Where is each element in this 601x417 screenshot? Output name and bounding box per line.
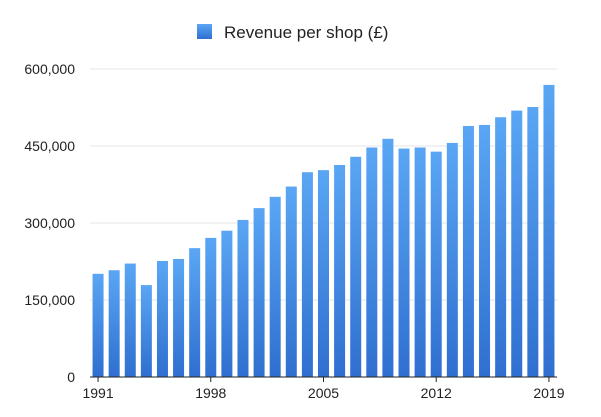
bar-2013 <box>446 142 458 377</box>
bar-2005 <box>318 170 329 377</box>
bar-1994 <box>140 285 152 377</box>
bar-2003 <box>285 186 297 377</box>
bar-2001 <box>253 208 265 377</box>
bar-1993 <box>124 263 136 377</box>
axes <box>90 376 557 382</box>
y-tick-label: 150,000 <box>24 292 75 308</box>
y-tick-label: 300,000 <box>24 215 75 231</box>
x-tick-label: 1998 <box>195 385 226 401</box>
y-axis-tick-labels: 0 150,000 300,000 450,000 600,000 <box>24 61 75 385</box>
bar-1995 <box>156 260 168 377</box>
y-tick-label: 0 <box>67 369 75 385</box>
bar-2006 <box>334 164 346 377</box>
bar-2008 <box>366 147 378 377</box>
bar-2011 <box>414 147 426 377</box>
legend: Revenue per shop (£) <box>197 23 388 42</box>
x-axis-tick-labels: 1991 1998 2005 2012 2019 <box>82 385 564 401</box>
bar-2004 <box>301 172 313 377</box>
legend-label: Revenue per shop (£) <box>224 23 388 42</box>
bar-1998 <box>205 237 217 377</box>
bar-2014 <box>462 125 474 377</box>
bars <box>92 84 555 378</box>
bar-2010 <box>398 148 410 377</box>
bar-2018 <box>527 106 539 378</box>
x-tick-label: 2012 <box>421 385 452 401</box>
bar-1991 <box>92 273 104 377</box>
legend-swatch <box>197 24 212 39</box>
bar-2019 <box>543 84 555 377</box>
bar-1997 <box>189 248 201 377</box>
x-tick-label: 2005 <box>308 385 339 401</box>
bar-2017 <box>511 110 523 377</box>
bar-2015 <box>479 124 491 377</box>
y-tick-label: 600,000 <box>24 61 75 77</box>
x-tick-label: 1991 <box>82 385 113 401</box>
bar-2012 <box>430 151 442 377</box>
bar-1996 <box>173 258 185 377</box>
x-tick-label: 2019 <box>533 385 564 401</box>
bar-2007 <box>350 156 362 377</box>
y-tick-label: 450,000 <box>24 138 75 154</box>
bar-2002 <box>269 196 281 377</box>
bar-1999 <box>221 230 233 377</box>
bar-2009 <box>382 138 394 377</box>
bar-2000 <box>237 219 249 377</box>
bar-2016 <box>495 117 507 377</box>
bar-1992 <box>108 270 120 377</box>
